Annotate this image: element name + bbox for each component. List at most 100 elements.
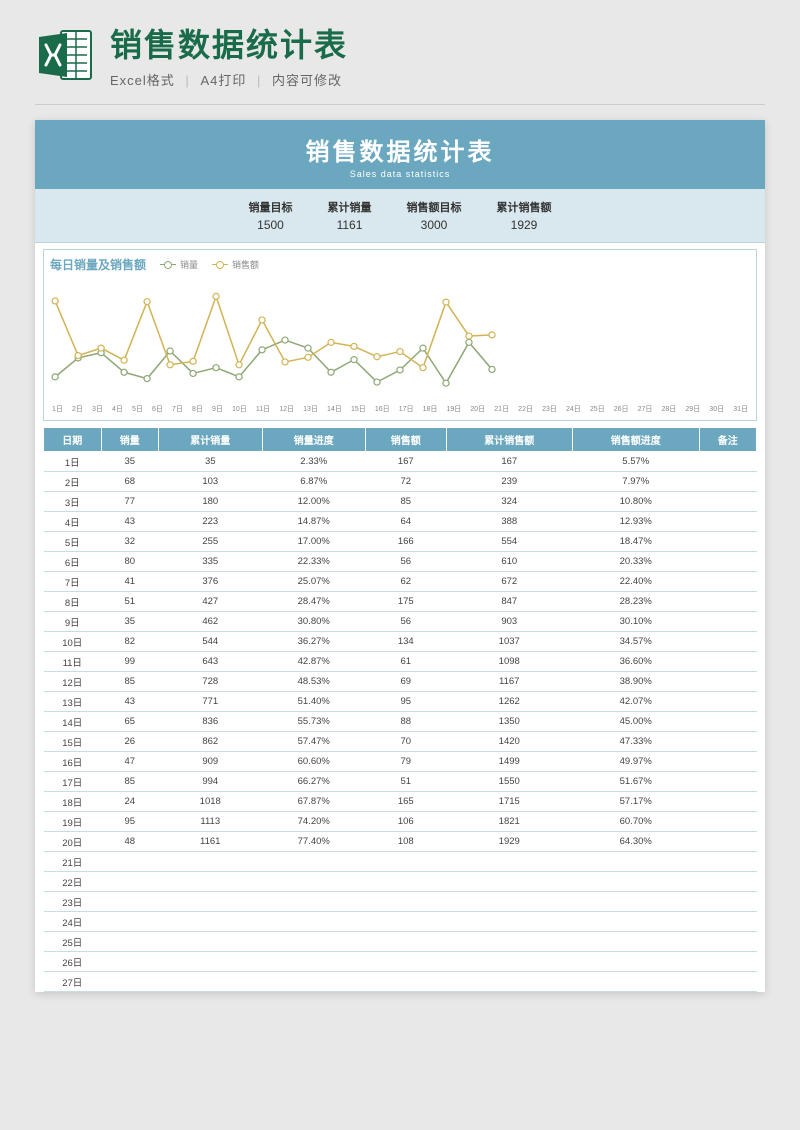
table-cell: 167	[446, 452, 573, 472]
table-cell: 862	[159, 732, 263, 752]
table-header-cell: 日期	[44, 428, 102, 452]
table-cell	[699, 792, 757, 812]
table-cell	[366, 892, 447, 912]
table-cell: 27日	[44, 972, 102, 992]
table-cell: 324	[446, 492, 573, 512]
table-cell: 41	[101, 572, 159, 592]
summary-label: 累计销量	[328, 199, 372, 215]
table-cell: 1499	[446, 752, 573, 772]
table-cell: 1715	[446, 792, 573, 812]
table-cell: 79	[366, 752, 447, 772]
table-cell: 847	[446, 592, 573, 612]
x-axis-label: 31日	[733, 404, 748, 414]
table-cell: 1098	[446, 652, 573, 672]
table-cell	[699, 612, 757, 632]
table-cell: 255	[159, 532, 263, 552]
table-row: 13日4377151.40%95126242.07%	[44, 692, 757, 712]
table-cell: 175	[366, 592, 447, 612]
table-cell: 74.20%	[262, 812, 366, 832]
table-cell: 17.00%	[262, 532, 366, 552]
page-header: 销售数据统计表 Excel格式 | A4打印 | 内容可修改	[0, 0, 800, 104]
table-cell	[159, 892, 263, 912]
table-cell: 7.97%	[573, 472, 700, 492]
table-header-cell: 销售额进度	[573, 428, 700, 452]
table-cell: 26	[101, 732, 159, 752]
table-header-row: 日期销量累计销量销量进度销售额累计销售额销售额进度备注	[44, 428, 757, 452]
table-cell: 903	[446, 612, 573, 632]
table-cell	[699, 832, 757, 852]
x-axis-label: 5日	[132, 404, 143, 414]
x-axis-label: 3日	[92, 404, 103, 414]
table-cell: 4日	[44, 512, 102, 532]
table-cell	[699, 852, 757, 872]
table-cell: 21日	[44, 852, 102, 872]
summary-value: 1161	[328, 218, 372, 232]
table-cell: 43	[101, 512, 159, 532]
table-cell	[699, 712, 757, 732]
summary-value: 1929	[497, 218, 552, 232]
table-row: 4日4322314.87%6438812.93%	[44, 512, 757, 532]
x-axis-label: 24日	[566, 404, 581, 414]
table-cell	[573, 912, 700, 932]
table-cell: 24	[101, 792, 159, 812]
table-cell: 166	[366, 532, 447, 552]
table-cell	[262, 952, 366, 972]
x-axis-label: 10日	[232, 404, 247, 414]
table-cell: 51.67%	[573, 772, 700, 792]
table-row: 27日	[44, 972, 757, 992]
table-cell: 72	[366, 472, 447, 492]
table-cell: 22日	[44, 872, 102, 892]
table-cell: 2.33%	[262, 452, 366, 472]
table-cell: 26日	[44, 952, 102, 972]
table-cell	[699, 552, 757, 572]
x-axis-label: 16日	[375, 404, 390, 414]
summary-item: 销售额目标 3000	[407, 199, 462, 232]
document-page: 销售数据统计表 Sales data statistics 销量目标 1500 …	[35, 120, 765, 992]
table-cell: 65	[101, 712, 159, 732]
table-cell: 771	[159, 692, 263, 712]
table-cell	[446, 912, 573, 932]
table-row: 9日3546230.80%5690330.10%	[44, 612, 757, 632]
table-cell	[101, 852, 159, 872]
table-cell	[446, 872, 573, 892]
table-row: 3日7718012.00%8532410.80%	[44, 492, 757, 512]
table-row: 14日6583655.73%88135045.00%	[44, 712, 757, 732]
table-cell: 11日	[44, 652, 102, 672]
table-cell: 1037	[446, 632, 573, 652]
x-axis-label: 19日	[447, 404, 462, 414]
table-cell	[101, 952, 159, 972]
table-row: 18日24101867.87%165171557.17%	[44, 792, 757, 812]
summary-item: 销量目标 1500	[249, 199, 293, 232]
table-cell: 554	[446, 532, 573, 552]
table-cell: 1420	[446, 732, 573, 752]
x-axis-label: 17日	[399, 404, 414, 414]
table-cell	[699, 772, 757, 792]
table-row: 6日8033522.33%5661020.33%	[44, 552, 757, 572]
table-cell	[699, 752, 757, 772]
table-cell: 36.27%	[262, 632, 366, 652]
table-cell: 1350	[446, 712, 573, 732]
table-cell: 5.57%	[573, 452, 700, 472]
table-cell	[366, 932, 447, 952]
table-body: 1日35352.33%1671675.57%2日681036.87%722397…	[44, 452, 757, 992]
table-cell: 36.60%	[573, 652, 700, 672]
table-cell: 51.40%	[262, 692, 366, 712]
table-cell: 13日	[44, 692, 102, 712]
x-axis-label: 25日	[590, 404, 605, 414]
table-cell: 22.33%	[262, 552, 366, 572]
table-cell: 994	[159, 772, 263, 792]
x-axis-label: 13日	[303, 404, 318, 414]
table-cell: 38.90%	[573, 672, 700, 692]
legend-mark-icon	[160, 264, 176, 265]
table-cell: 10日	[44, 632, 102, 652]
table-cell: 1113	[159, 812, 263, 832]
table-cell	[159, 852, 263, 872]
table-cell: 85	[101, 672, 159, 692]
table-cell: 99	[101, 652, 159, 672]
table-cell: 77.40%	[262, 832, 366, 852]
table-cell: 8日	[44, 592, 102, 612]
table-cell	[159, 952, 263, 972]
table-row: 10日8254436.27%134103734.57%	[44, 632, 757, 652]
table-cell: 48	[101, 832, 159, 852]
table-cell: 30.80%	[262, 612, 366, 632]
